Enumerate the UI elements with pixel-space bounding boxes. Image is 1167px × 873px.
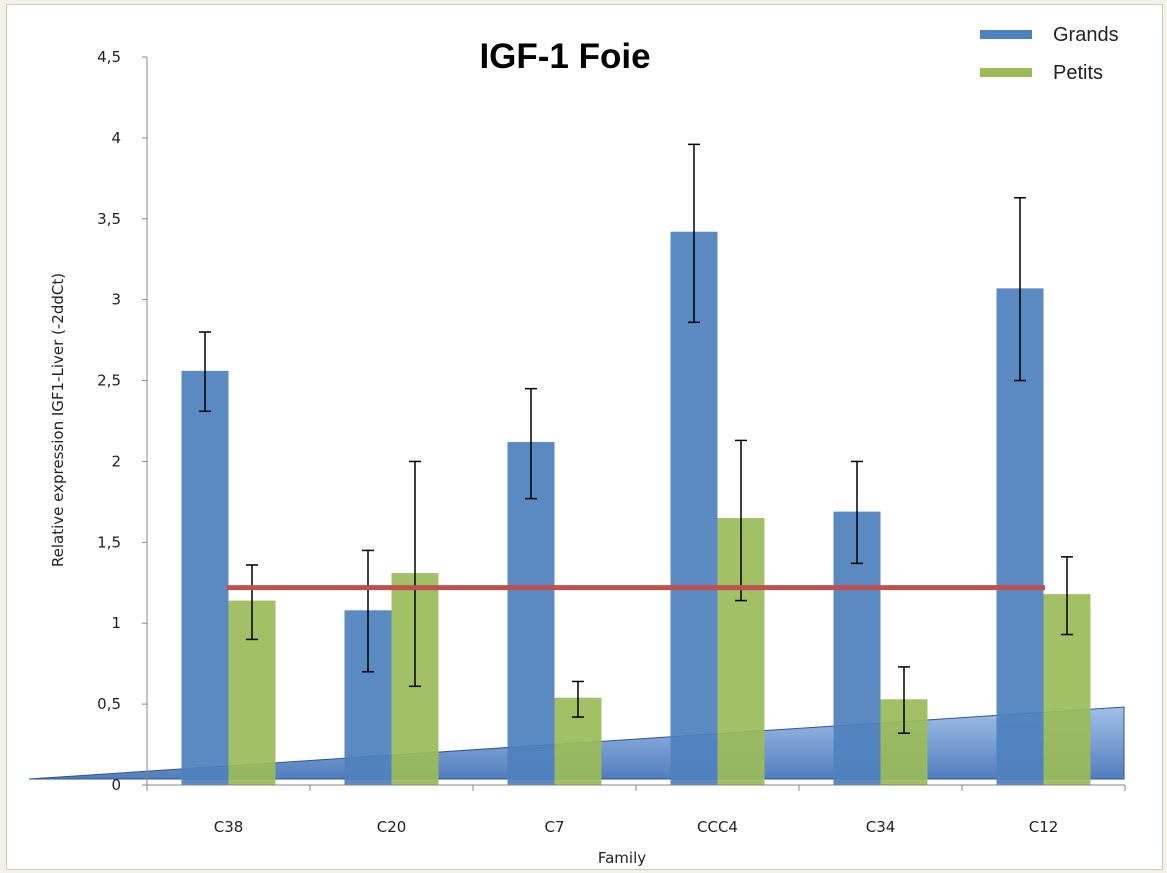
x-tick-label: CCC4 — [697, 818, 738, 836]
x-tick-label: C12 — [1029, 818, 1059, 836]
bar-grands-c38 — [181, 370, 229, 785]
x-tick-label: C7 — [544, 818, 564, 836]
x-tick-label: C20 — [377, 818, 407, 836]
y-tick-label: 4 — [111, 129, 121, 147]
legend: Grands Petits — [980, 24, 1119, 84]
x-tick-label: C38 — [214, 818, 244, 836]
legend-label-petits: Petits — [1053, 62, 1103, 84]
y-tick-label: 1,5 — [97, 533, 121, 551]
y-tick-label: 4,5 — [97, 48, 121, 66]
y-tick-label: 3,5 — [97, 210, 121, 228]
legend-label-grands: Grands — [1053, 24, 1119, 46]
y-tick-label: 0,5 — [97, 695, 121, 713]
y-tick-label: 1 — [111, 614, 121, 632]
chart-title: IGF-1 Foie — [479, 37, 650, 76]
y-tick-label: 2,5 — [97, 372, 121, 390]
y-tick-label: 0 — [111, 776, 121, 794]
x-tick-label: C34 — [866, 818, 896, 836]
y-tick-label: 3 — [111, 291, 121, 309]
legend-swatch-grands — [980, 30, 1032, 39]
x-axis-title: Family — [598, 849, 646, 867]
y-axis-title: Relative expression IGF1-Liver (-2ddCt) — [49, 273, 67, 567]
legend-swatch-petits — [980, 68, 1032, 77]
y-tick-label: 2 — [111, 452, 121, 470]
bar-grands-ccc4 — [670, 231, 718, 786]
